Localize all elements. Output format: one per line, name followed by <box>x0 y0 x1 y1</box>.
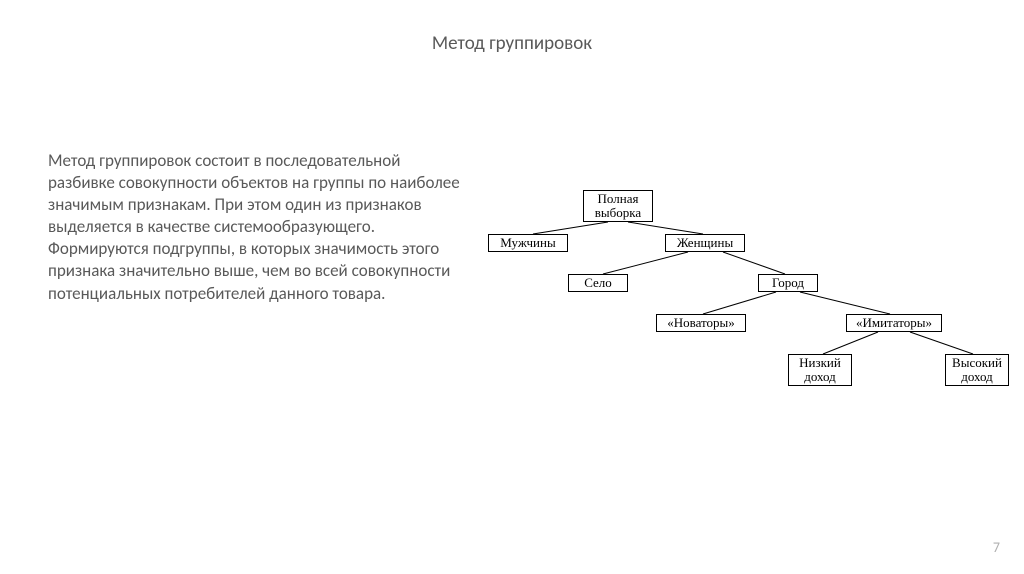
tree-edge <box>703 292 776 314</box>
tree-node-imitators: «Имитаторы» <box>846 314 942 332</box>
tree-edge <box>533 222 608 234</box>
tree-node-high: Высокийдоход <box>945 354 1009 386</box>
tree-node-line1: Высокий <box>952 356 1002 370</box>
body-paragraph: Метод группировок состоит в последовател… <box>48 150 468 305</box>
tree-node-line2: выборка <box>595 206 641 220</box>
tree-connectors <box>478 190 1018 420</box>
tree-node-line1: Низкий <box>799 356 841 370</box>
page-title: Метод группировок <box>0 32 1024 55</box>
tree-node-root: Полнаявыборка <box>583 190 653 222</box>
tree-node-men: Мужчины <box>488 234 568 252</box>
tree-node-line1: Полная <box>598 192 639 206</box>
tree-edge <box>823 332 878 354</box>
tree-edge <box>800 292 890 314</box>
tree-node-novators: «Новаторы» <box>656 314 746 332</box>
tree-node-village: Село <box>568 274 628 292</box>
tree-node-city: Город <box>758 274 818 292</box>
tree-node-low: Низкийдоход <box>788 354 852 386</box>
tree-edge <box>628 222 703 234</box>
tree-node-line2: доход <box>961 370 993 384</box>
tree-edge <box>603 252 688 274</box>
tree-edge <box>910 332 973 354</box>
tree-diagram: Полнаявыборка Мужчины Женщины Село Город «Нов… <box>478 190 1018 420</box>
tree-node-women: Женщины <box>665 234 745 252</box>
tree-edge <box>723 252 785 274</box>
page-number: 7 <box>993 539 1000 556</box>
tree-node-line2: доход <box>804 370 836 384</box>
